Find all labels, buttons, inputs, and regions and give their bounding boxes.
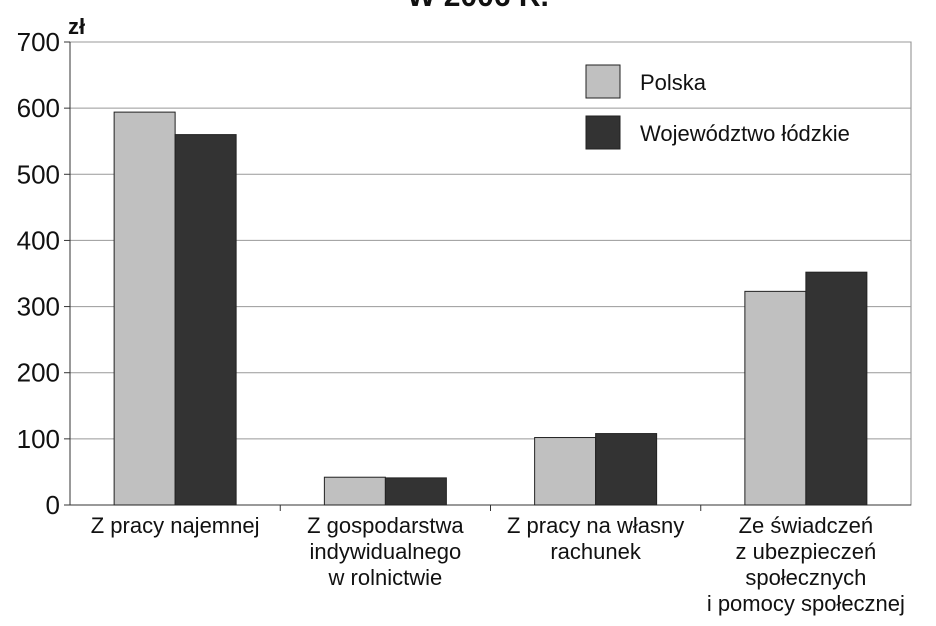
x-tick-label: Z gospodarstwa indywidualnego w rolnictwie [307, 513, 464, 590]
y-tick-label: 500 [17, 159, 60, 189]
x-tick-label-line: z ubezpieczeń [736, 539, 877, 564]
x-tick-label-line: i pomocy społecznej [707, 591, 905, 616]
y-tick-label: 600 [17, 93, 60, 123]
x-tick-label-line: w rolnictwie [328, 565, 443, 590]
x-tick-label-line: indywidualnego [310, 539, 462, 564]
y-tick-label: 200 [17, 358, 60, 388]
y-tick-label: 100 [17, 424, 60, 454]
x-tick-label-line: Z pracy na własny [507, 513, 684, 538]
bar [384, 477, 447, 506]
x-tick-label-line: Z gospodarstwa [307, 513, 464, 538]
y-axis-label: zł [68, 14, 85, 39]
x-tick-label: Z pracy na własny rachunek [507, 513, 684, 564]
legend-label: Województwo łódzkie [640, 121, 850, 146]
legend-label: Polska [640, 70, 707, 95]
y-tick-label: 0 [46, 490, 60, 520]
bar [174, 134, 237, 506]
bar [595, 433, 658, 506]
bar [805, 271, 868, 506]
x-tick-label-line: Z pracy najemnej [91, 513, 260, 538]
x-tick-label-line: społecznych [745, 565, 866, 590]
y-tick-label: 300 [17, 292, 60, 322]
bar [534, 437, 597, 506]
x-tick-label: Z pracy najemnej [91, 513, 260, 538]
y-tick-label: 700 [17, 27, 60, 57]
y-tick-label: 400 [17, 225, 60, 255]
bar [113, 111, 176, 506]
chart-title: W 2006 R. [407, 0, 549, 13]
legend-swatch [585, 115, 621, 150]
x-tick-label: Ze świadczeń z ubezpieczeń społecznych i po… [707, 513, 905, 616]
legend-swatch [585, 64, 621, 99]
x-tick-label-line: Ze świadczeń [739, 513, 874, 538]
bar [323, 476, 386, 506]
bar [744, 290, 807, 506]
x-tick-label-line: rachunek [550, 539, 642, 564]
